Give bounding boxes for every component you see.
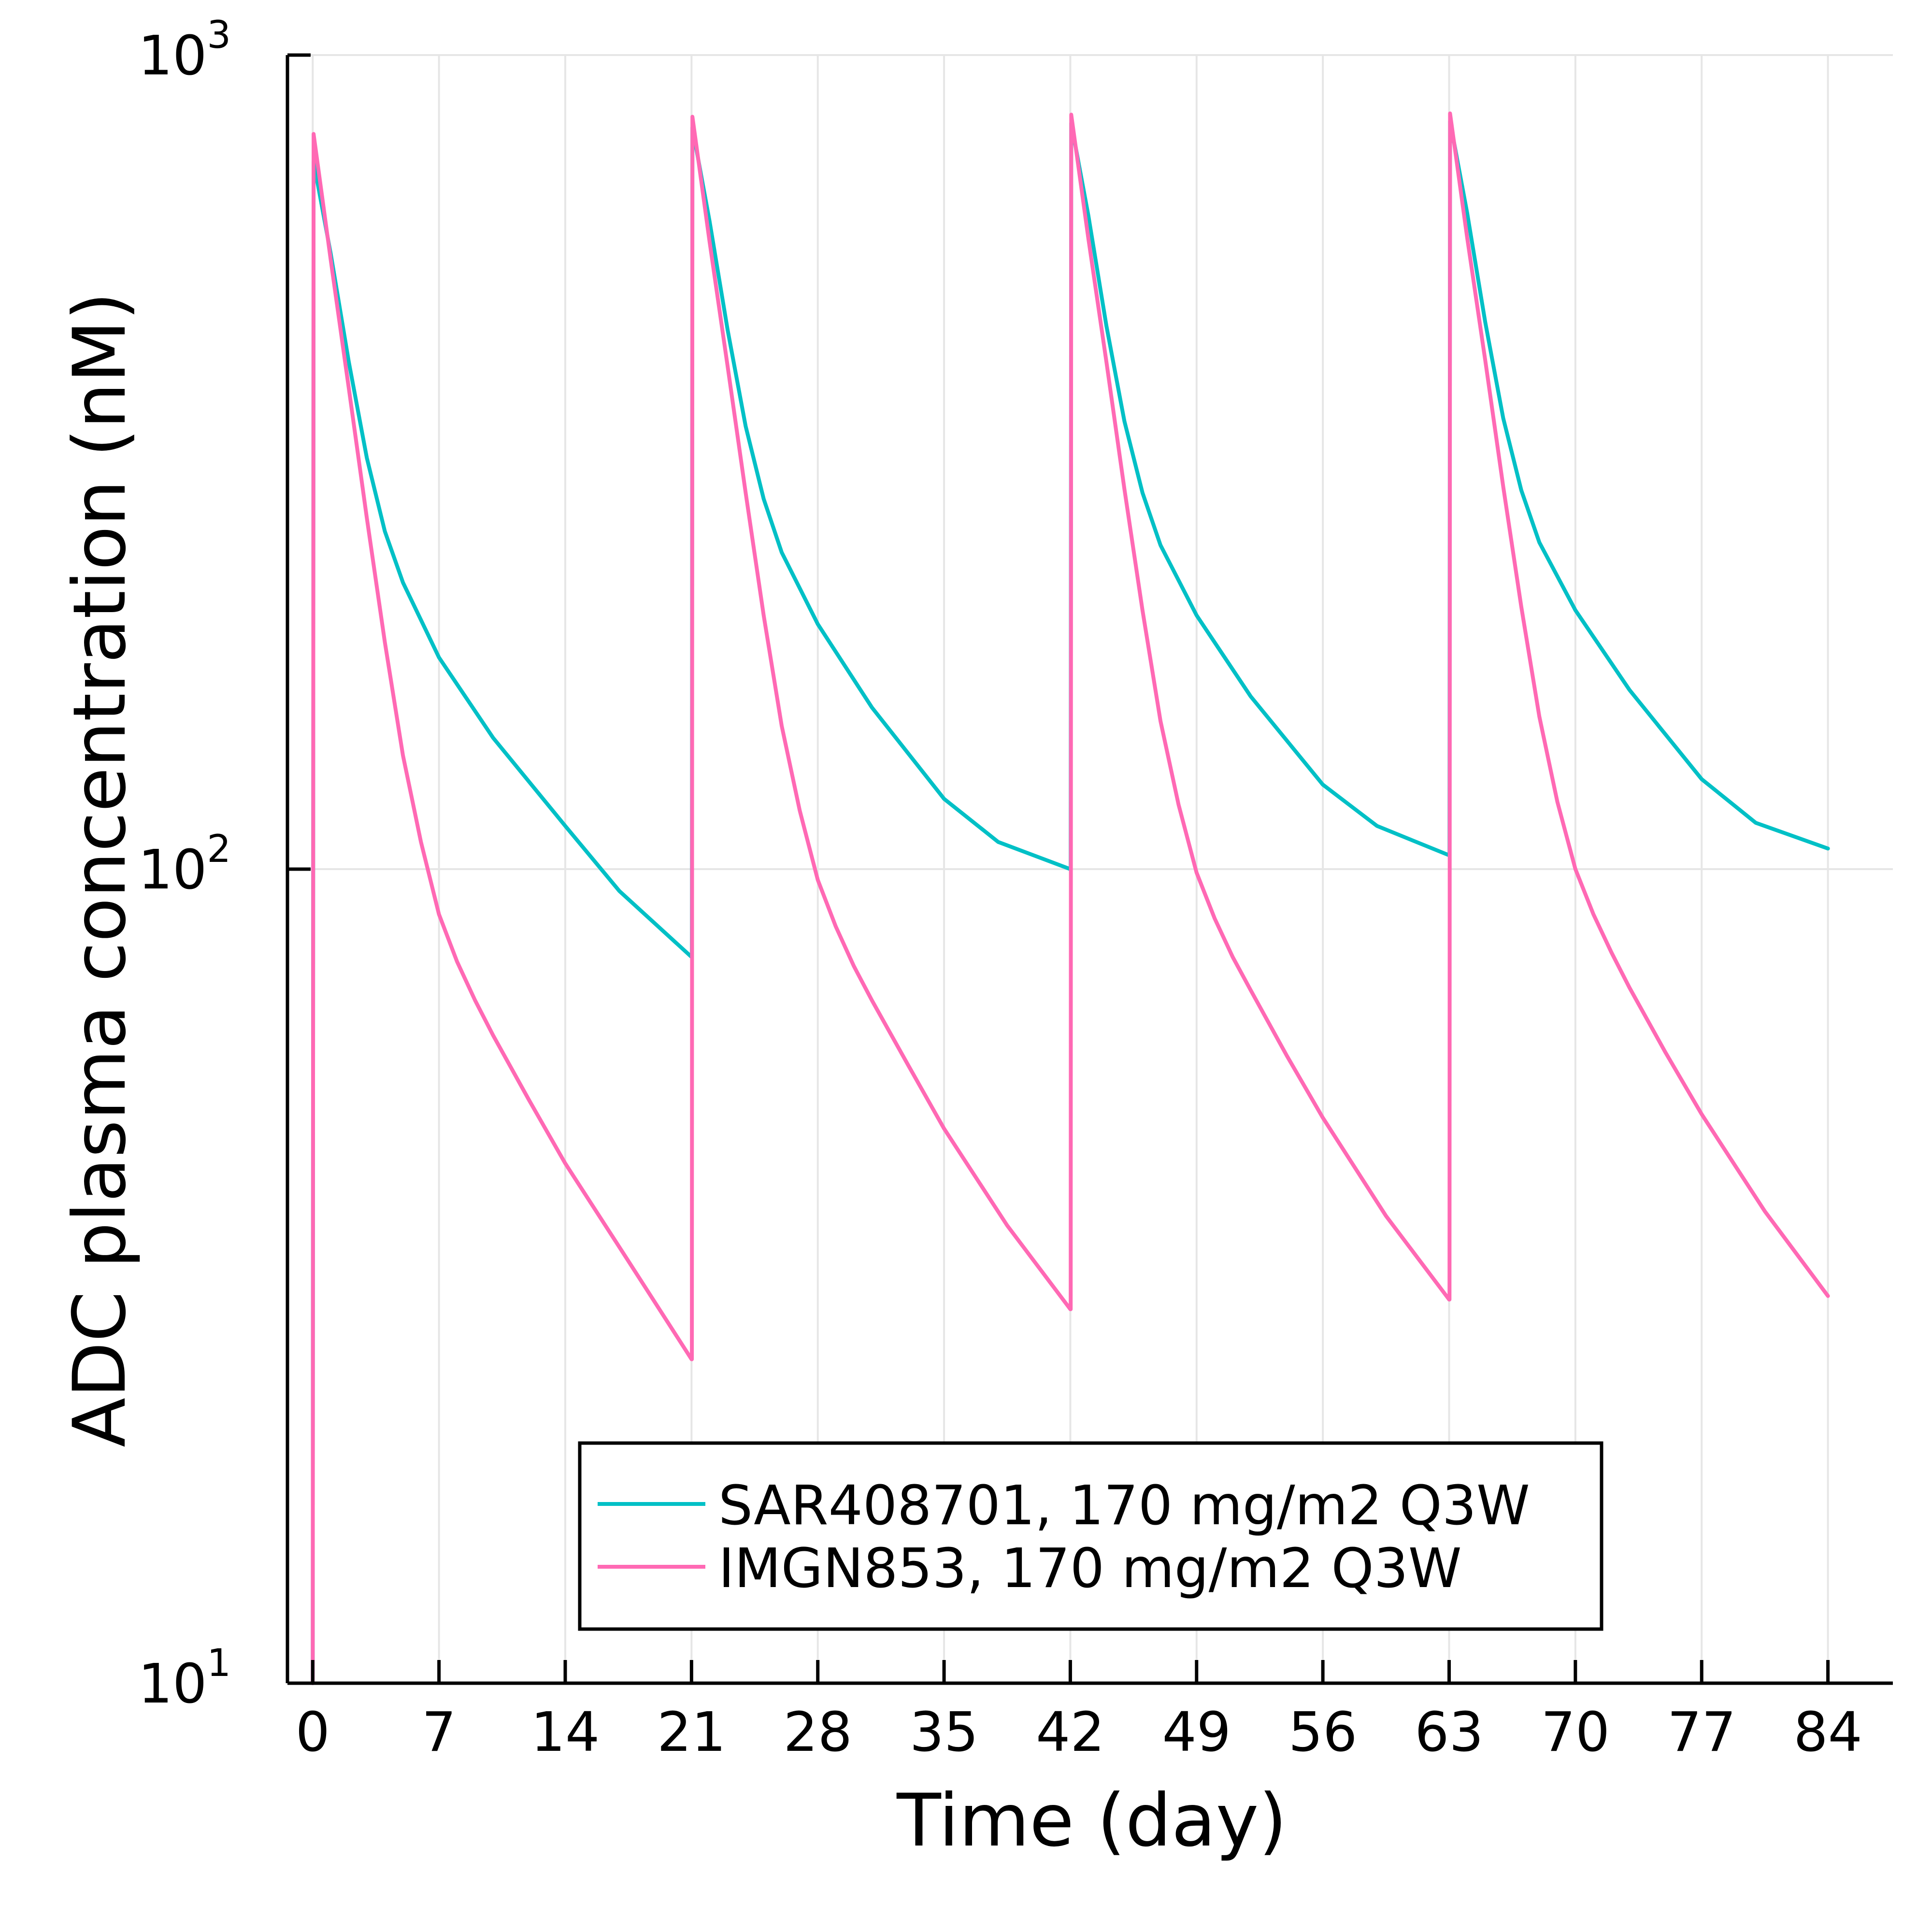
legend-label-sar408701: SAR408701, 170 mg/m2 Q3W <box>718 1474 1530 1537</box>
x-tick-label: 77 <box>1667 1701 1736 1764</box>
y-tick-label: 103 <box>138 14 231 87</box>
x-tick-label: 63 <box>1415 1701 1484 1764</box>
x-tick-label: 70 <box>1541 1701 1610 1764</box>
x-tick-label: 0 <box>296 1701 330 1764</box>
y-tick-label: 102 <box>138 828 231 902</box>
x-axis-label: Time (day) <box>896 1779 1287 1863</box>
series-lines <box>311 111 1830 1685</box>
x-tick-label: 84 <box>1793 1701 1862 1764</box>
x-tick-label: 14 <box>531 1701 600 1764</box>
x-tick-label: 7 <box>422 1701 456 1764</box>
legend: SAR408701, 170 mg/m2 Q3W IMGN853, 170 mg… <box>578 1441 1603 1631</box>
x-tick-label: 56 <box>1288 1701 1358 1764</box>
y-tick-label: 101 <box>138 1642 231 1716</box>
series-line-1 <box>311 111 1830 1685</box>
legend-label-imgn853: IMGN853, 170 mg/m2 Q3W <box>718 1537 1462 1600</box>
x-tick-label: 35 <box>910 1701 979 1764</box>
y-axis-label: ADC plasma concentration (nM) <box>58 292 142 1447</box>
x-tick-label: 21 <box>657 1701 726 1764</box>
x-tick-label: 28 <box>783 1701 852 1764</box>
x-tick-label: 42 <box>1036 1701 1105 1764</box>
ticks: 0 7 14 21 28 35 42 49 56 63 70 77 84 101 102 103 <box>138 14 1862 1764</box>
x-tick-label: 49 <box>1162 1701 1231 1764</box>
legend-box <box>578 1441 1603 1631</box>
